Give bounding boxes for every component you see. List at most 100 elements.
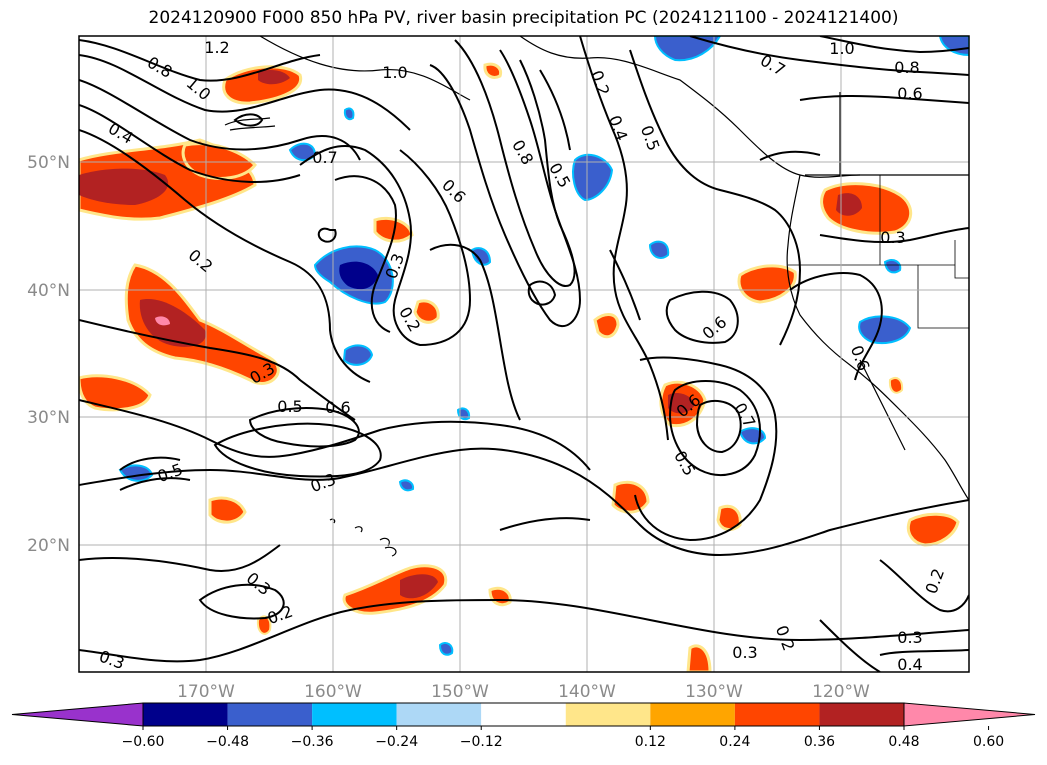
lon-label-120w: 120°W: [812, 682, 870, 702]
pv-contour: [789, 272, 883, 381]
pv-contour: [629, 49, 802, 346]
precip-negative-area: [398, 479, 415, 492]
precip-positive-area: [593, 313, 620, 339]
pv-contour: [299, 145, 472, 347]
pv-contour: [213, 422, 382, 478]
contour-label: 0.7: [312, 148, 337, 167]
pv-contour: [79, 447, 969, 557]
north-america-coast: [786, 174, 969, 501]
precip-positive-core: [139, 299, 206, 347]
lon-label-170w: 170°W: [177, 682, 235, 702]
colorbar-tick-label: 0.60: [973, 734, 1004, 750]
colorbar-segment: [143, 703, 228, 726]
pv-contour: [695, 399, 742, 454]
pv-contour: [527, 280, 557, 306]
pv-contour: [665, 290, 739, 344]
pv-contour: [819, 619, 881, 672]
precip-negative-area: [343, 107, 355, 121]
colorbar-segment: [819, 703, 904, 726]
pv-contour: [79, 129, 371, 383]
colorbar-tick-label: −0.48: [206, 734, 249, 750]
precip-positive-peak: [155, 316, 170, 326]
pv-contour: [539, 69, 641, 321]
colorbar-tick-label: 0.12: [635, 734, 666, 750]
pv-contour: [799, 94, 969, 104]
pv-contour: [879, 559, 969, 656]
precip-negative-area: [342, 344, 374, 366]
pv-contour: [79, 399, 591, 471]
pv-contour: [79, 598, 969, 663]
pv-contour: [79, 54, 411, 131]
contour-label: 1.0: [382, 63, 407, 82]
contour-label: 0.3: [897, 628, 922, 647]
colorbar-segment: [650, 703, 735, 726]
pv-contour: [119, 456, 191, 491]
precip-negative-area: [883, 259, 902, 274]
pv-contour: [634, 356, 778, 542]
colorbar-segment: [227, 703, 313, 726]
precip-positive-area: [208, 496, 247, 524]
canada-border: [805, 92, 969, 176]
precip-positive-core: [668, 393, 695, 414]
pv-contour: [429, 243, 521, 421]
precip-positive-area: [488, 586, 512, 607]
pv-contour: [233, 113, 264, 127]
colorbar-tick-label: −0.24: [375, 734, 418, 750]
precip-negative-area: [456, 407, 471, 421]
precip-positive-area: [906, 512, 960, 547]
pv-contour: [79, 104, 301, 183]
contour-label: 0.6: [897, 84, 922, 103]
colorbar-tick-label: −0.60: [122, 734, 165, 750]
precip-positive-area: [483, 62, 503, 79]
precip-negative-area: [572, 153, 614, 202]
pv-contour: [579, 36, 669, 441]
precip-negative-area: [438, 642, 454, 656]
precip-positive-area: [256, 615, 272, 635]
lon-label-160w: 160°W: [304, 682, 362, 702]
lon-label-140w: 140°W: [558, 682, 616, 702]
lat-label-50n: 50°N: [27, 153, 70, 173]
pv-contour: [79, 319, 356, 421]
hawaii-islands: [329, 518, 397, 557]
lon-label-150w: 150°W: [431, 682, 489, 702]
colorbar-segment: [481, 703, 566, 726]
precip-shading: [79, 36, 969, 672]
us-state-lines: [788, 175, 969, 329]
precip-positive-area: [737, 264, 797, 304]
baja-california: [859, 359, 906, 451]
graticule: [79, 36, 969, 672]
colorbar-segment: [734, 703, 820, 726]
colorbar-tick-label: −0.36: [291, 734, 334, 750]
precip-positive-core: [258, 70, 290, 85]
pv-contour: [819, 227, 969, 244]
longitude-labels: 170°W 160°W 150°W 140°W 130°W 120°W: [177, 682, 870, 702]
contour-label: 0.3: [880, 228, 905, 247]
pv-contour: [429, 49, 582, 328]
colorbar-tick-label: 0.36: [804, 734, 835, 750]
precip-positive-area: [611, 480, 650, 514]
pv-contour: [334, 175, 397, 333]
aleutian-islands: [224, 117, 276, 131]
lat-label-30n: 30°N: [27, 408, 70, 428]
pv-contour: [79, 517, 591, 572]
precip-negative-area: [648, 240, 670, 259]
latitude-labels: 50°N 40°N 30°N 20°N: [27, 153, 70, 556]
lat-label-40n: 40°N: [27, 281, 70, 301]
precip-positive-area: [373, 216, 414, 243]
colorbar-tick-label: 0.24: [719, 734, 750, 750]
pv-contour: [689, 36, 969, 161]
precip-positive-area: [716, 504, 742, 532]
precip-positive-core: [79, 168, 169, 205]
lon-label-130w: 130°W: [685, 682, 743, 702]
map-panel: 1.2 0.8 1.0 0.4 0.7 1.0 0.8 0.5 0.4 0.5 …: [79, 36, 969, 672]
contour-label: 0.6: [325, 398, 350, 417]
precip-positive-area: [686, 644, 712, 672]
pv-contour: [198, 583, 285, 620]
map-frame: [78, 35, 970, 673]
colorbar-segment: [312, 703, 397, 726]
pv-contours: [79, 36, 969, 672]
contour-label: 1.2: [204, 38, 229, 57]
colorbar-segment: [565, 703, 651, 726]
precip-positive-area: [413, 299, 440, 324]
contour-label: 0.8: [894, 58, 919, 77]
